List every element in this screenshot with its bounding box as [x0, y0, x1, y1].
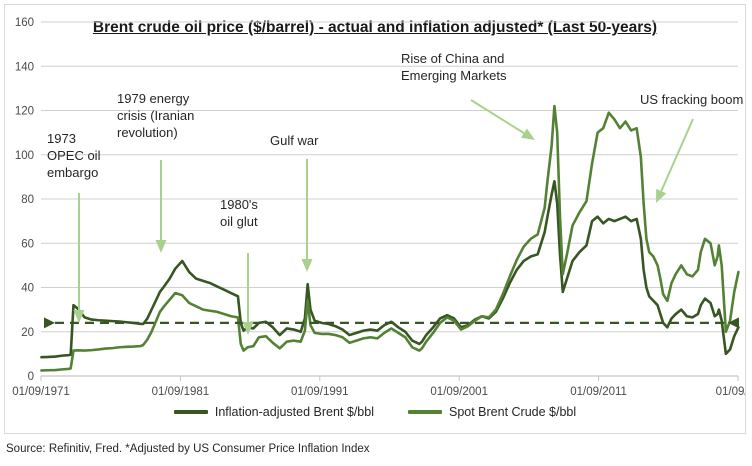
legend-swatch: [173, 410, 208, 414]
annotation-label-opec-embargo: 1973: [47, 131, 76, 146]
y-axis-tick-label: 60: [21, 238, 34, 250]
annotation-label-us-fracking-boom: US fracking boom: [640, 92, 743, 107]
annotation-arrowhead-us-fracking-boom: [656, 188, 667, 203]
reference-line-arrowhead: [728, 317, 739, 329]
annotation-arrowhead-gulf-war: [301, 259, 313, 272]
source-note: Source: Refinitiv, Fred. *Adjusted by US…: [6, 443, 370, 455]
y-axis-tick-label: 0: [28, 371, 34, 383]
chart-card: Brent crude oil price ($/barrel) - actua…: [4, 4, 746, 434]
y-axis-tick-label: 80: [21, 194, 34, 206]
chart-legend: Inflation-adjusted Brent $/bbl Spot Brent…: [5, 405, 745, 419]
annotation-label-gulf-war: Gulf war: [270, 133, 319, 148]
annotation-label-oil-glut-1980s: 1980's: [220, 197, 258, 212]
annotation-arrowhead-oil-glut-1980s: [242, 322, 254, 335]
y-axis-tick-label: 100: [15, 150, 34, 162]
annotation-arrow-us-fracking-boom: [660, 118, 694, 192]
annotation-label-opec-embargo: embargo: [47, 165, 98, 180]
series-line-inflation-adjusted: [40, 180, 740, 359]
legend-label: Spot Brent Crude $/bbl: [448, 405, 577, 419]
x-axis-tick-label: 01/09/1971: [12, 386, 70, 398]
annotation-arrowhead-energy-crisis-1979: [155, 240, 167, 253]
annotation-arrow-rise-of-china: [470, 99, 525, 134]
chart-plot-area: 0 20 40 60 80 100 120 140 160 01/09/1971 01/09/198…: [12, 17, 745, 398]
annotation-label-energy-crisis-1979: crisis (Iranian: [117, 108, 194, 123]
x-axis-tick-label: 01/09/1991: [291, 386, 349, 398]
x-axis-tick-label: 01/09/2011: [570, 386, 627, 398]
legend-item-inflation-adjusted[interactable]: Inflation-adjusted Brent $/bbl: [173, 405, 374, 419]
annotation-label-rise-of-china: Emerging Markets: [401, 68, 507, 83]
y-axis-tick-label: 120: [15, 106, 34, 118]
y-axis-tick-label: 40: [21, 283, 34, 295]
annotation-label-oil-glut-1980s: oil glut: [220, 214, 258, 229]
x-axis-tick-label: 01/09/1981: [152, 386, 210, 398]
annotation-label-energy-crisis-1979: 1979 energy: [117, 91, 190, 106]
legend-item-spot[interactable]: Spot Brent Crude $/bbl: [407, 405, 577, 419]
y-axis-tick-label: 160: [15, 17, 34, 29]
x-axis-tick-label: 01/09/20: [716, 386, 745, 398]
y-axis-tick-label: 140: [15, 61, 34, 73]
legend-label: Inflation-adjusted Brent $/bbl: [214, 405, 374, 419]
annotation-label-opec-embargo: OPEC oil: [47, 148, 101, 163]
x-axis-tick-label: 01/09/2001: [430, 386, 488, 398]
y-axis-tick-label: 20: [21, 327, 34, 339]
reference-line-arrowhead: [44, 317, 55, 329]
annotation-label-rise-of-china: Rise of China and: [401, 51, 504, 66]
series-line-spot: [40, 104, 740, 372]
legend-swatch: [407, 410, 442, 414]
annotation-arrowhead-rise-of-china: [521, 128, 535, 140]
annotation-arrowhead-opec-embargo: [73, 310, 85, 323]
annotation-label-energy-crisis-1979: revolution): [117, 125, 178, 140]
